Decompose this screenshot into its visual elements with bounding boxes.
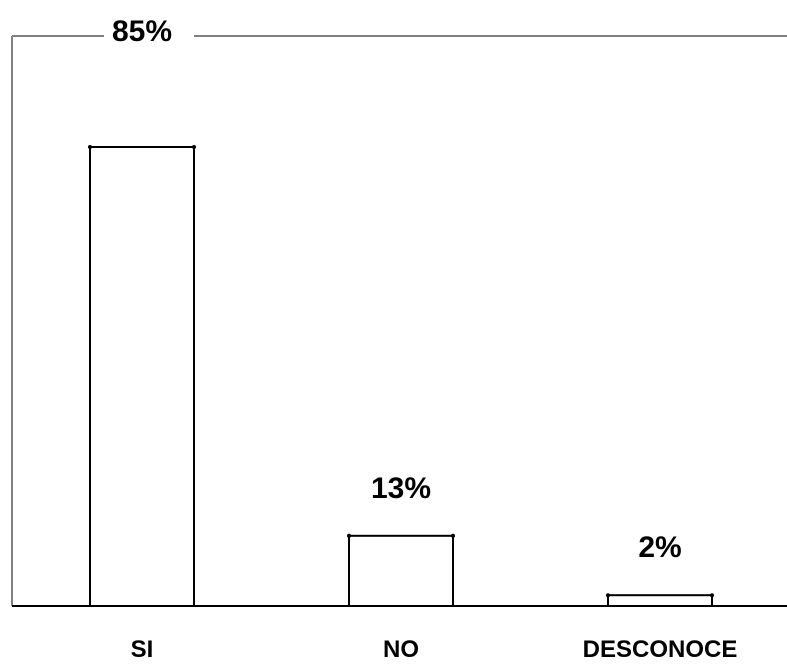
x-tick-labels-group: SI NO DESCONOCE (131, 636, 738, 663)
data-label-si: 85% (112, 15, 172, 48)
bar-desconoce (607, 594, 713, 608)
bars-group (88, 145, 714, 608)
bar-corner-dot (606, 593, 610, 598)
bar-si (89, 146, 195, 607)
bar-corner-dot (451, 533, 455, 538)
bar-corner-dot (710, 593, 714, 598)
bar-corner-dot (192, 145, 196, 149)
data-labels-group: 85% 13% 2% (112, 15, 682, 564)
x-tick-label-desconoce: DESCONOCE (583, 636, 738, 663)
x-tick-label-no: NO (383, 636, 419, 663)
x-tick-label-si: SI (131, 636, 154, 663)
data-label-no: 13% (371, 472, 431, 505)
bar-corner-dot (347, 533, 351, 538)
data-label-desconoce: 2% (638, 531, 681, 564)
bar-corner-dot (88, 145, 92, 149)
bar-no (348, 534, 454, 607)
